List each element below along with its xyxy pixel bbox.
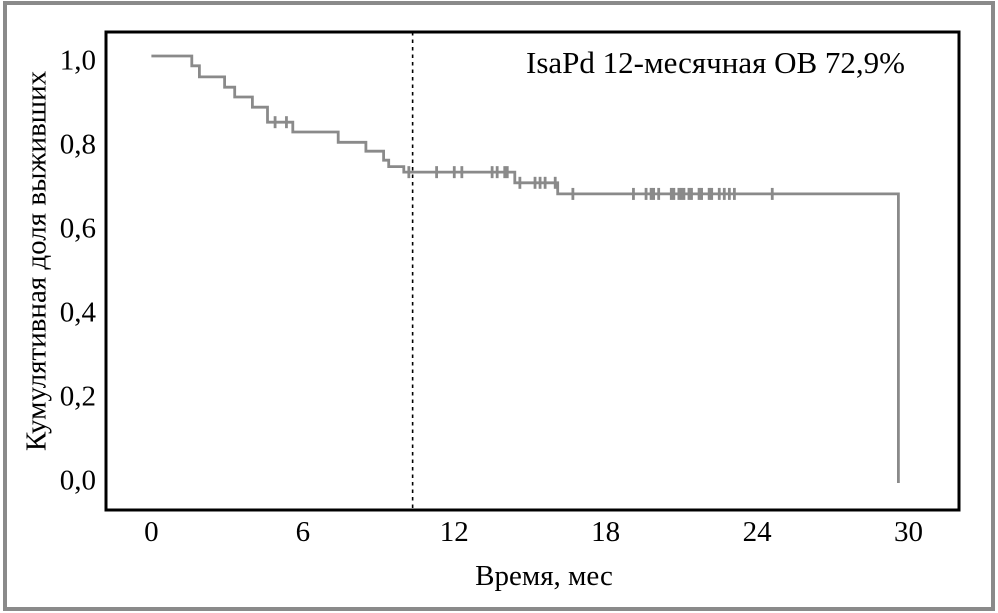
x-tick-label-30: 30 [894, 516, 924, 548]
plot-frame [104, 30, 961, 512]
y-tick-label-0,8: 0,8 [59, 128, 96, 161]
x-axis-title: Время, мес [475, 560, 613, 592]
x-tick-label-6: 6 [295, 516, 311, 548]
y-axis-title: Кумулятивная доля выживших [20, 70, 53, 452]
x-tick-label-24: 24 [742, 516, 772, 548]
y-tick-label-0,0: 0,0 [59, 464, 96, 497]
survival-annotation: IsaPd 12-месячная ОВ 72,9% [526, 45, 905, 80]
x-tick-label-0: 0 [144, 516, 159, 548]
y-tick-label-0,6: 0,6 [59, 212, 96, 245]
y-tick-label-0,4: 0,4 [59, 296, 96, 329]
y-tick-label-0,2: 0,2 [59, 380, 96, 413]
x-tick-label-12: 12 [439, 516, 469, 548]
y-tick-label-1,0: 1,0 [59, 44, 96, 77]
x-tick-label-18: 18 [591, 516, 621, 548]
survival-curve [151, 54, 900, 483]
